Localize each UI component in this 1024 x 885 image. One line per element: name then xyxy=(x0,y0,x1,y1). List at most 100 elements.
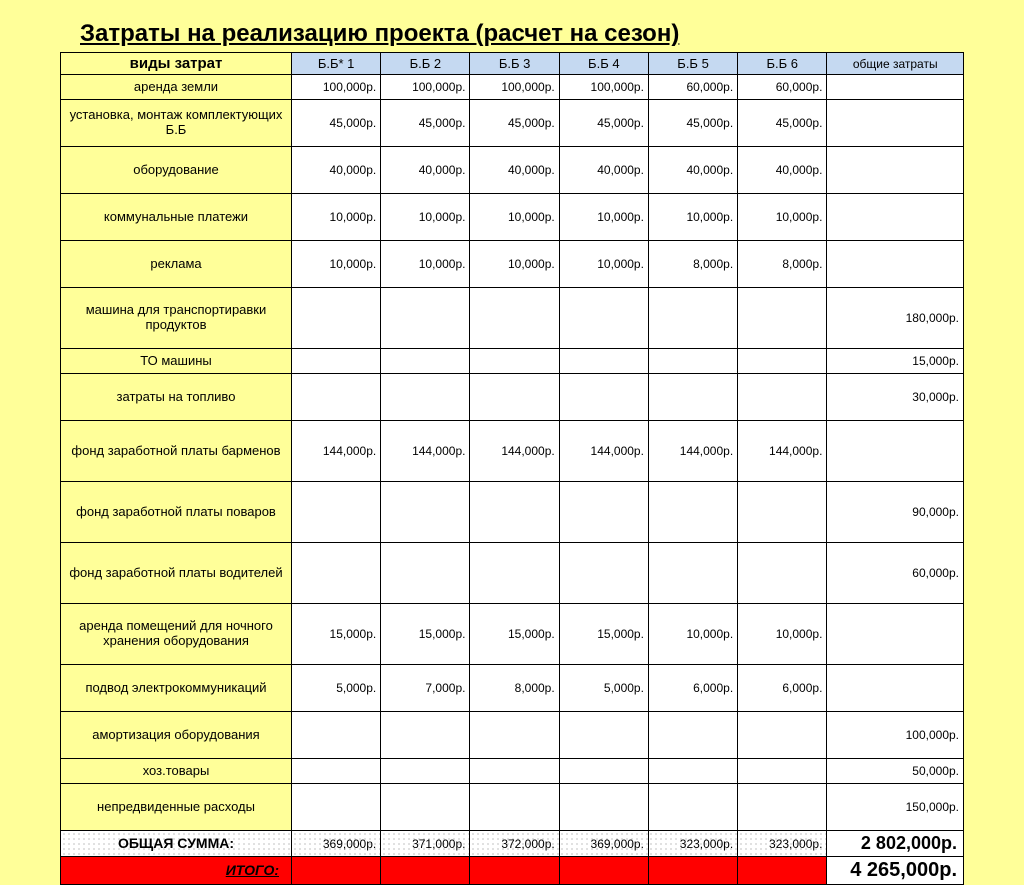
header-row: виды затрат Б.Б* 1 Б.Б 2 Б.Б 3 Б.Б 4 Б.Б… xyxy=(61,53,964,75)
cell-value xyxy=(292,712,381,759)
cell-value: 144,000р. xyxy=(292,421,381,482)
cell-value xyxy=(559,288,648,349)
table-row: фонд заработной платы водителей60,000р. xyxy=(61,543,964,604)
row-total xyxy=(827,665,964,712)
cell-value xyxy=(292,543,381,604)
row-total xyxy=(827,604,964,665)
cell-value: 100,000р. xyxy=(292,75,381,100)
cell-value xyxy=(470,374,559,421)
table-row: затраты на топливо 30,000р. xyxy=(61,374,964,421)
cell-value: 144,000р. xyxy=(559,421,648,482)
cell-value: 6,000р. xyxy=(648,665,737,712)
cell-value: 144,000р. xyxy=(648,421,737,482)
cell-value xyxy=(470,543,559,604)
table-row: аренда земли100,000р.100,000р.100,000р.1… xyxy=(61,75,964,100)
cell-value xyxy=(381,543,470,604)
col-bb6: Б.Б 6 xyxy=(738,53,827,75)
cell-value xyxy=(381,374,470,421)
row-label: установка, монтаж комплектующих Б.Б xyxy=(61,100,292,147)
row-label: аренда земли xyxy=(61,75,292,100)
grand-label: ИТОГО: xyxy=(61,857,292,885)
subtotal-total: 2 802,000р. xyxy=(827,831,964,857)
cell-value xyxy=(292,349,381,374)
row-total: 180,000р. xyxy=(827,288,964,349)
row-label: непредвиденные расходы xyxy=(61,784,292,831)
row-label: ТО машины xyxy=(61,349,292,374)
cell-value xyxy=(470,482,559,543)
cell-value xyxy=(292,784,381,831)
row-label: затраты на топливо xyxy=(61,374,292,421)
table-row: коммунальные платежи10,000р.10,000р.10,0… xyxy=(61,194,964,241)
col-bb4: Б.Б 4 xyxy=(559,53,648,75)
row-total xyxy=(827,421,964,482)
row-total: 15,000р. xyxy=(827,349,964,374)
cell-value: 45,000р. xyxy=(738,100,827,147)
cell-value: 45,000р. xyxy=(559,100,648,147)
cell-value xyxy=(648,543,737,604)
cell-value: 6,000р. xyxy=(738,665,827,712)
cell-value xyxy=(738,349,827,374)
cell-value: 100,000р. xyxy=(559,75,648,100)
row-total xyxy=(827,100,964,147)
subtotal-value: 371,000р. xyxy=(381,831,470,857)
cell-value xyxy=(381,349,470,374)
cell-value xyxy=(559,349,648,374)
cell-value xyxy=(470,349,559,374)
subtotal-value: 369,000р. xyxy=(559,831,648,857)
col-cost-types: виды затрат xyxy=(61,53,292,75)
row-total: 50,000р. xyxy=(827,759,964,784)
cell-value: 10,000р. xyxy=(381,241,470,288)
col-bb3: Б.Б 3 xyxy=(470,53,559,75)
cell-value xyxy=(559,543,648,604)
cell-value: 144,000р. xyxy=(381,421,470,482)
col-bb1: Б.Б* 1 xyxy=(292,53,381,75)
cell-value xyxy=(292,374,381,421)
cell-value: 144,000р. xyxy=(738,421,827,482)
cell-value: 40,000р. xyxy=(559,147,648,194)
cell-value xyxy=(648,482,737,543)
col-total: общие затраты xyxy=(827,53,964,75)
table-row: машина для транспортиравки продуктов 180,… xyxy=(61,288,964,349)
table-row: фонд заработной платы поваров90,000р. xyxy=(61,482,964,543)
row-label: хоз.товары xyxy=(61,759,292,784)
cell-value xyxy=(292,288,381,349)
cell-value xyxy=(292,482,381,543)
cell-value: 10,000р. xyxy=(738,194,827,241)
row-label: аренда помещений для ночного хранения об… xyxy=(61,604,292,665)
cell-value: 40,000р. xyxy=(381,147,470,194)
cell-value: 60,000р. xyxy=(648,75,737,100)
table-row: оборудование40,000р.40,000р.40,000р.40,0… xyxy=(61,147,964,194)
grand-total: 4 265,000р. xyxy=(827,857,964,885)
grand-empty xyxy=(559,857,648,885)
row-label: оборудование xyxy=(61,147,292,194)
grand-empty xyxy=(381,857,470,885)
row-label: машина для транспортиравки продуктов xyxy=(61,288,292,349)
cell-value: 45,000р. xyxy=(292,100,381,147)
grand-empty xyxy=(648,857,737,885)
row-total: 30,000р. xyxy=(827,374,964,421)
row-label: подвод электрокоммуникаций xyxy=(61,665,292,712)
cell-value: 7,000р. xyxy=(381,665,470,712)
row-label: коммунальные платежи xyxy=(61,194,292,241)
grand-empty xyxy=(738,857,827,885)
cell-value xyxy=(738,759,827,784)
cell-value: 45,000р. xyxy=(470,100,559,147)
cell-value: 40,000р. xyxy=(470,147,559,194)
cell-value xyxy=(559,374,648,421)
cell-value: 40,000р. xyxy=(292,147,381,194)
cell-value xyxy=(381,482,470,543)
cell-value: 10,000р. xyxy=(470,194,559,241)
cell-value: 10,000р. xyxy=(292,241,381,288)
cell-value xyxy=(648,784,737,831)
cell-value xyxy=(292,759,381,784)
cell-value: 10,000р. xyxy=(292,194,381,241)
table-row: ТО машины 15,000р. xyxy=(61,349,964,374)
subtotal-value: 323,000р. xyxy=(738,831,827,857)
row-label: амортизация оборудования xyxy=(61,712,292,759)
table-row: амортизация оборудования100,000р. xyxy=(61,712,964,759)
cell-value xyxy=(559,482,648,543)
cell-value: 144,000р. xyxy=(470,421,559,482)
cell-value xyxy=(648,759,737,784)
cell-value: 8,000р. xyxy=(738,241,827,288)
row-label: реклама xyxy=(61,241,292,288)
